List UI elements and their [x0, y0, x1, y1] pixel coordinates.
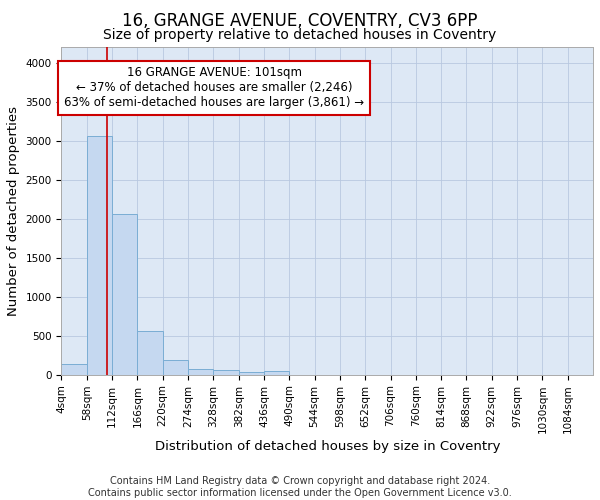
X-axis label: Distribution of detached houses by size in Coventry: Distribution of detached houses by size …	[155, 440, 500, 453]
Bar	[264, 371, 289, 375]
Text: Size of property relative to detached houses in Coventry: Size of property relative to detached ho…	[103, 28, 497, 42]
Text: 16 GRANGE AVENUE: 101sqm
← 37% of detached houses are smaller (2,246)
63% of sem: 16 GRANGE AVENUE: 101sqm ← 37% of detach…	[64, 66, 364, 110]
Y-axis label: Number of detached properties: Number of detached properties	[7, 106, 20, 316]
Text: Contains HM Land Registry data © Crown copyright and database right 2024.
Contai: Contains HM Land Registry data © Crown c…	[88, 476, 512, 498]
Bar	[239, 372, 264, 375]
Bar	[137, 331, 163, 375]
Bar	[112, 214, 137, 375]
Bar	[61, 364, 87, 375]
Bar	[87, 136, 112, 375]
Bar	[188, 369, 214, 375]
Text: 16, GRANGE AVENUE, COVENTRY, CV3 6PP: 16, GRANGE AVENUE, COVENTRY, CV3 6PP	[122, 12, 478, 30]
Bar	[214, 370, 239, 375]
Bar	[163, 360, 188, 375]
